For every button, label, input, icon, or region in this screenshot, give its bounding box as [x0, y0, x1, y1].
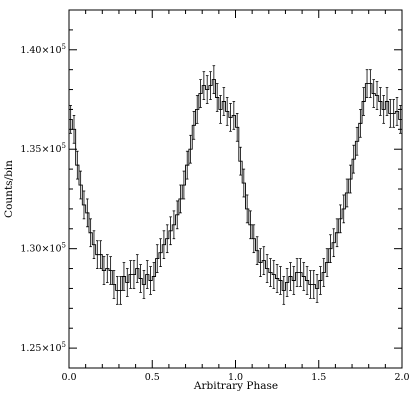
- x-tick-label: 2.0: [394, 372, 409, 383]
- y-tick-label: 1.40×105: [20, 43, 66, 56]
- y-tick-label: 1.25×105: [20, 341, 66, 354]
- series-step-line: [69, 79, 402, 291]
- y-axis-label: Counts/bin: [3, 160, 15, 218]
- x-tick-label: 1.0: [228, 372, 243, 383]
- y-tick-labels: 1.25×105 1.30×105 1.35×105 1.40×105: [20, 43, 66, 354]
- x-tick-label: 0.5: [145, 372, 160, 383]
- plot-frame: [68, 9, 403, 369]
- x-tick-label: 0.0: [61, 372, 76, 383]
- error-bars: [69, 65, 402, 305]
- x-tick-label: 1.5: [311, 372, 326, 383]
- y-tick-label: 1.30×105: [20, 242, 66, 255]
- y-tick-label: 1.35×105: [20, 142, 66, 155]
- x-axis-label: Arbitrary Phase: [193, 380, 278, 392]
- axis-ticks: [68, 9, 403, 369]
- x-tick-labels: 0.0 0.5 1.0 1.5 2.0: [61, 372, 409, 383]
